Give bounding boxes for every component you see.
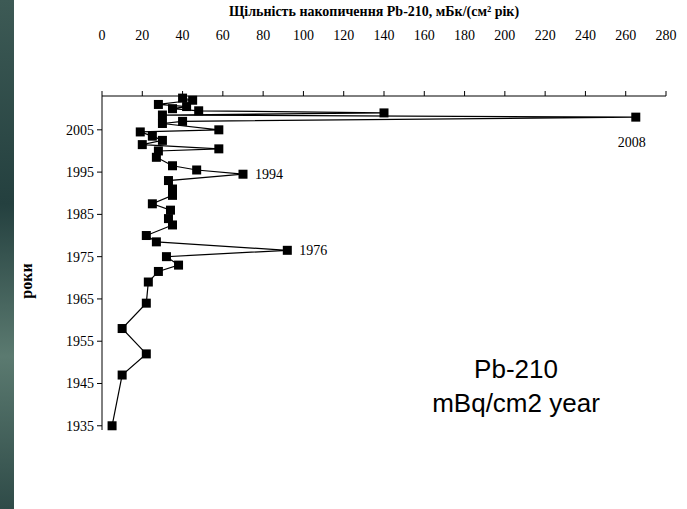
- x-tick-label: 60: [216, 28, 230, 43]
- annotation: 1976: [299, 243, 327, 258]
- data-point: [166, 206, 175, 215]
- x-tick: [343, 91, 344, 96]
- y-tick-label: 1955: [66, 334, 94, 349]
- data-point: [152, 237, 161, 246]
- data-point: [214, 125, 223, 134]
- data-point: [214, 144, 223, 153]
- y-tick-label: 1965: [66, 292, 94, 307]
- data-point: [118, 371, 127, 380]
- y-tick: [97, 425, 102, 426]
- data-point: [631, 113, 640, 122]
- data-point: [168, 104, 177, 113]
- data-point: [142, 299, 151, 308]
- x-tick: [666, 91, 667, 96]
- caption: Pb-210: [474, 354, 558, 384]
- data-point: [118, 324, 127, 333]
- x-tick-label: 40: [176, 28, 190, 43]
- data-line: [112, 98, 636, 426]
- x-tick-label: 100: [293, 28, 314, 43]
- y-tick-label: 1975: [66, 250, 94, 265]
- data-point: [178, 94, 187, 103]
- data-point: [188, 96, 197, 105]
- data-point: [144, 278, 153, 287]
- background-strip: [0, 0, 14, 509]
- y-tick: [97, 172, 102, 173]
- x-tick: [142, 91, 143, 96]
- x-tick: [303, 91, 304, 96]
- data-point: [158, 111, 167, 120]
- data-point: [164, 176, 173, 185]
- data-point: [136, 127, 145, 136]
- y-axis-title: роки: [18, 263, 36, 298]
- x-tick: [504, 91, 505, 96]
- y-tick: [97, 256, 102, 257]
- y-tick: [97, 214, 102, 215]
- x-tick-label: 240: [575, 28, 596, 43]
- y-tick-label: 1985: [66, 207, 94, 222]
- y-tick: [97, 298, 102, 299]
- y-tick-label: 2005: [66, 123, 94, 138]
- title: Щільність накопичення Pb-210, мБк/(см² р…: [229, 4, 519, 20]
- data-point: [283, 246, 292, 255]
- data-point: [138, 140, 147, 149]
- x-tick-label: 280: [656, 28, 677, 43]
- annotation: 2008: [618, 135, 646, 150]
- data-point: [108, 421, 117, 430]
- x-tick: [545, 91, 546, 96]
- x-tick: [102, 91, 103, 96]
- x-tick-label: 220: [535, 28, 556, 43]
- data-point: [158, 119, 167, 128]
- data-point: [148, 199, 157, 208]
- y-tick: [97, 129, 102, 130]
- y-axis-line: [102, 96, 103, 430]
- y-tick-label: 1945: [66, 376, 94, 391]
- x-tick: [222, 91, 223, 96]
- data-point: [194, 106, 203, 115]
- x-tick-label: 120: [333, 28, 354, 43]
- data-point: [142, 231, 151, 240]
- y-tick-label: 1935: [66, 419, 94, 434]
- data-point: [162, 252, 171, 261]
- x-tick: [384, 91, 385, 96]
- data-point: [168, 161, 177, 170]
- x-tick: [464, 91, 465, 96]
- x-tick-label: 0: [99, 28, 106, 43]
- data-point: [239, 170, 248, 179]
- x-tick-label: 20: [135, 28, 149, 43]
- data-point: [178, 117, 187, 126]
- annotation: 1994: [255, 167, 283, 182]
- caption: mBq/cm2 year: [432, 388, 600, 418]
- x-tick-label: 80: [256, 28, 270, 43]
- data-point: [168, 185, 177, 194]
- x-tick: [625, 91, 626, 96]
- x-tick: [263, 91, 264, 96]
- data-point: [380, 108, 389, 117]
- x-tick-label: 160: [414, 28, 435, 43]
- data-point: [174, 261, 183, 270]
- data-point: [154, 100, 163, 109]
- x-tick-label: 200: [494, 28, 515, 43]
- x-tick-label: 140: [374, 28, 395, 43]
- data-point: [164, 214, 173, 223]
- plot-area: [108, 94, 641, 431]
- x-tick: [424, 91, 425, 96]
- data-point: [154, 146, 163, 155]
- data-point: [154, 267, 163, 276]
- y-tick: [97, 383, 102, 384]
- x-tick: [585, 91, 586, 96]
- data-point: [142, 349, 151, 358]
- x-tick-label: 180: [454, 28, 475, 43]
- data-point: [148, 132, 157, 141]
- data-point: [158, 136, 167, 145]
- y-tick: [97, 341, 102, 342]
- data-point: [192, 165, 201, 174]
- x-tick-label: 260: [615, 28, 636, 43]
- chart: Щільність накопичення Pb-210, мБк/(см² р…: [0, 0, 687, 509]
- y-tick-label: 1995: [66, 165, 94, 180]
